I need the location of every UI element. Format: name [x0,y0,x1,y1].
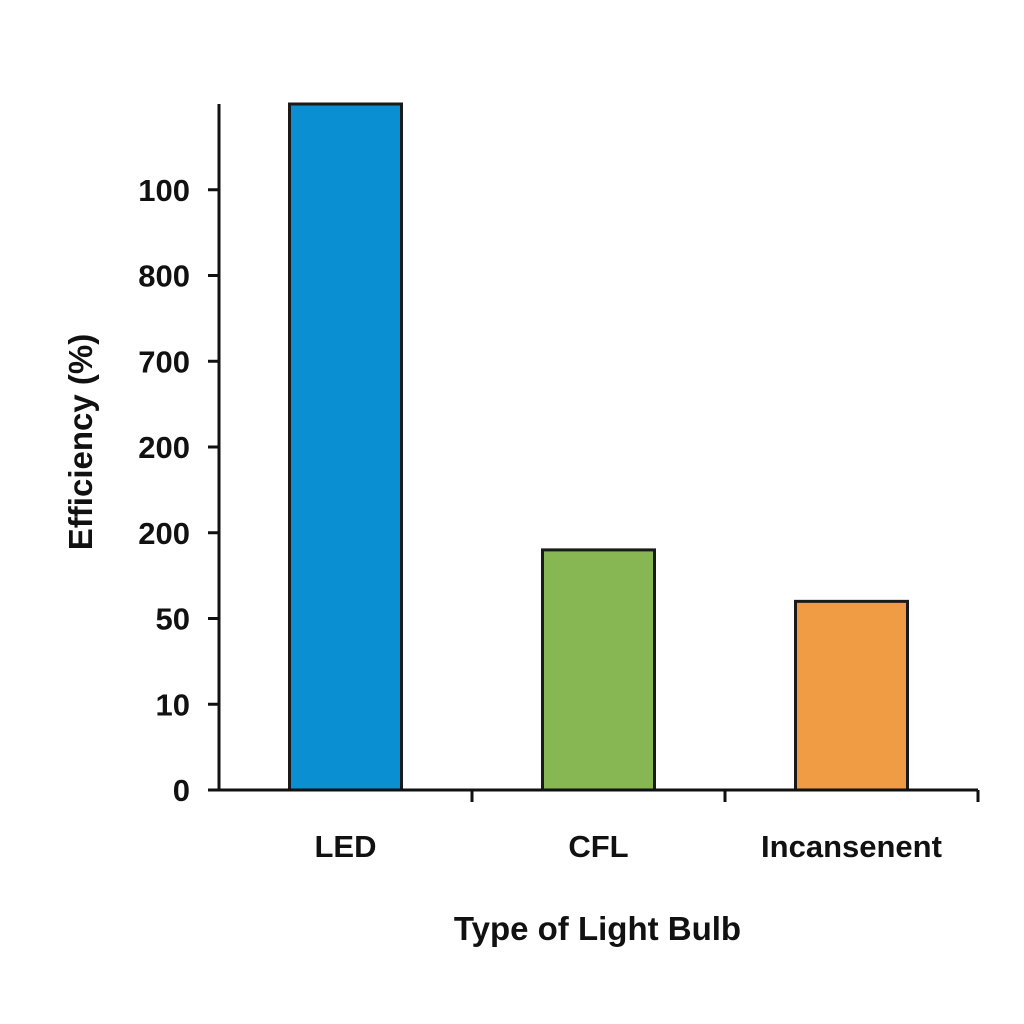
y-tick-label: 200 [138,430,190,465]
y-tick-label: 100 [138,173,190,208]
y-axis-title: Efficiency (%) [62,334,99,550]
bar-incansenent [794,599,909,792]
y-tick-label: 800 [138,259,190,294]
bars [288,102,909,792]
y-tick-label: 0 [173,773,190,808]
y-tick-label: 10 [156,687,190,722]
y-tick-label: 700 [138,344,190,379]
x-tick-label: LED [315,829,377,864]
x-axis-title: Type of Light Bulb [454,910,741,947]
x-tick-label: CFL [568,829,628,864]
x-axis-ticks: LED CFL Incansenent [315,790,980,864]
bar-led [288,102,403,792]
x-tick-label: Incansenent [761,829,942,864]
y-tick-label: 200 [138,516,190,551]
y-tick-label: 50 [156,602,190,637]
y-axis-ticks: 0 10 50 200 200 700 800 100 [138,173,219,808]
bar-cfl [541,548,656,792]
